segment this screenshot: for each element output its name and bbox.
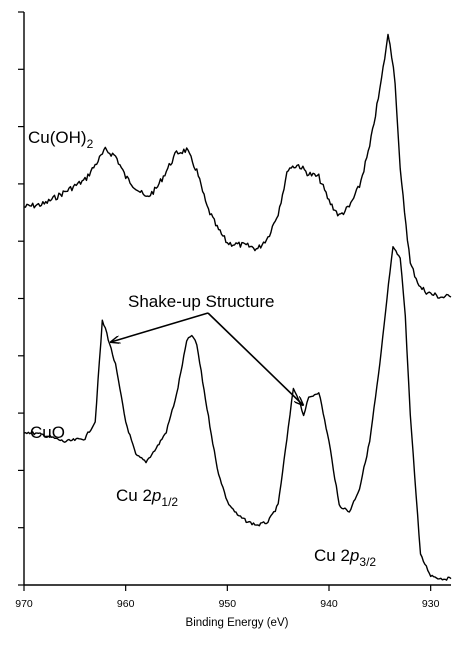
- series-layer: [23, 33, 452, 581]
- x-tick-label: 940: [320, 598, 338, 610]
- cu2p12-label: Cu 2p1/2: [116, 486, 178, 509]
- x-tick-label: 930: [422, 598, 440, 610]
- cuoh2-label: Cu(OH)2: [28, 128, 94, 151]
- x-ticks: 970 960 950 940 930: [15, 585, 440, 610]
- series-line-cuo: [23, 246, 452, 581]
- y-ticks: [18, 11, 24, 586]
- x-tick-label: 960: [117, 598, 135, 610]
- shakeup-arrow-left: [111, 312, 209, 342]
- x-axis-title: Binding Energy (eV): [186, 617, 289, 629]
- x-tick-label: 950: [219, 598, 237, 610]
- series-line-cuoh2: [23, 33, 452, 299]
- cuo-label: CuO: [30, 423, 65, 442]
- shakeup-label: Shake-up Structure: [128, 292, 274, 311]
- shakeup-arrow-right: [207, 312, 303, 405]
- x-tick-label: 970: [15, 598, 33, 610]
- cu2p32-label: Cu 2p3/2: [314, 546, 376, 569]
